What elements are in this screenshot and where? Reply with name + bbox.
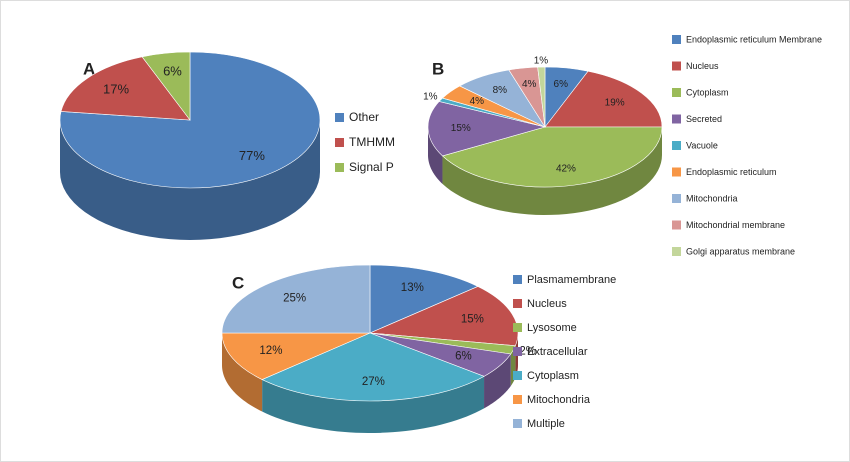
slice-side (442, 127, 662, 215)
legend-label: Cytoplasm (686, 87, 729, 97)
slice (537, 66, 546, 128)
value-label: 27% (362, 376, 385, 388)
legend-swatch (672, 114, 681, 124)
value-label: 15% (461, 313, 484, 325)
legend-label: Cytoplasm (527, 370, 579, 382)
legend-label: TMHMM (349, 135, 395, 149)
panel-label: C (232, 273, 244, 292)
legend-label: Endoplasmic reticulum Membrane (686, 34, 822, 44)
slice-side (222, 333, 263, 412)
panel-label: A (83, 59, 95, 78)
legend-label: Multiple (527, 418, 565, 430)
slice (369, 264, 479, 334)
legend-swatch (513, 419, 522, 428)
slice-side (60, 120, 320, 240)
legend-swatch (335, 163, 344, 172)
value-label: 42% (556, 163, 576, 174)
slice (261, 332, 485, 402)
legend-label: Lysosome (527, 322, 577, 334)
value-label: 12% (259, 345, 282, 357)
panel-label: B (432, 59, 444, 78)
legend-label: Nucleus (527, 298, 567, 310)
legend-swatch (513, 347, 522, 356)
legend-swatch (672, 247, 681, 256)
legend-swatch (513, 395, 522, 404)
value-label: 2% (519, 346, 536, 358)
slice (221, 264, 371, 334)
value-label: 6% (163, 63, 182, 78)
legend-label: Vacuole (686, 140, 718, 150)
legend-label: Golgi apparatus membrane (686, 246, 795, 256)
value-label: 77% (239, 148, 265, 163)
value-label: 25% (283, 292, 306, 304)
slice (544, 70, 663, 128)
value-label: 4% (470, 96, 485, 107)
slice (427, 101, 547, 157)
value-label: 17% (103, 81, 129, 96)
slice (441, 126, 663, 188)
legend-label: Nucleus (686, 61, 719, 71)
value-label: 1% (423, 92, 438, 103)
slice (141, 51, 191, 121)
value-label: 6% (554, 79, 569, 90)
legend-label: Endoplasmic reticulum (686, 167, 777, 177)
legend-swatch (672, 35, 681, 44)
value-label: 8% (493, 85, 508, 96)
legend-swatch (513, 323, 522, 332)
value-label: 13% (401, 282, 424, 294)
slice (221, 332, 371, 380)
legend-swatch (335, 138, 344, 147)
legend-swatch (335, 113, 344, 122)
value-label: 15% (451, 123, 471, 134)
slice-side (428, 127, 443, 184)
legend-swatch (672, 220, 681, 230)
legend-label: Other (349, 110, 379, 124)
value-label: 6% (455, 351, 472, 363)
value-label: 19% (605, 97, 625, 108)
legend-label: Secreted (686, 114, 722, 124)
legend-label: Plasmamembrane (527, 274, 616, 286)
value-label: 1% (534, 56, 549, 67)
slice (60, 56, 191, 121)
legend-label: Extracellular (527, 346, 588, 358)
legend-label: Mitochondria (686, 193, 738, 203)
legend-label: Signal P (349, 160, 394, 174)
legend-label: Mitochondria (527, 394, 591, 406)
legend-label: Mitochondrial membrane (686, 220, 785, 230)
legend-swatch (672, 61, 681, 71)
slice-side (484, 354, 511, 409)
legend-swatch (672, 141, 681, 150)
legend-swatch (513, 371, 522, 380)
value-label: 4% (522, 79, 537, 90)
legend-swatch (513, 299, 522, 308)
legend-swatch (672, 88, 681, 97)
legend-swatch (513, 275, 522, 284)
slice (369, 286, 519, 347)
legend-swatch (672, 194, 681, 203)
slice-side (262, 376, 485, 433)
legend-swatch (672, 167, 681, 177)
